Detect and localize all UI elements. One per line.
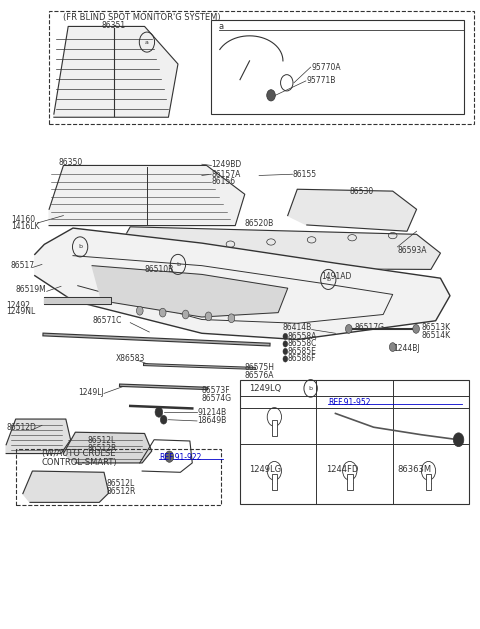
Circle shape [155,407,163,417]
Circle shape [413,325,420,333]
Text: (W/AUTO CRULSE: (W/AUTO CRULSE [42,449,116,458]
Text: 86512D: 86512D [6,423,36,431]
Text: 1244BJ: 1244BJ [393,345,420,353]
Text: 86586F: 86586F [288,355,316,364]
Text: 86512R: 86512R [87,444,117,453]
Polygon shape [49,165,245,226]
Text: 1416LK: 1416LK [11,222,39,231]
Text: 14160: 14160 [11,215,35,224]
Text: REF.91-952: REF.91-952 [328,398,371,407]
Polygon shape [116,227,441,269]
Text: 1249LQ: 1249LQ [250,384,282,393]
Text: 86156: 86156 [211,177,236,186]
Text: 91214B: 91214B [197,408,226,416]
Text: a: a [145,40,149,45]
Text: 18649B: 18649B [197,416,226,425]
Text: REF.91-922: REF.91-922 [159,453,201,462]
Text: b: b [309,386,312,391]
FancyBboxPatch shape [272,474,277,489]
Text: 86517: 86517 [11,261,35,270]
Text: 86530: 86530 [350,187,374,196]
FancyBboxPatch shape [426,474,431,489]
Text: 86517G: 86517G [355,323,384,332]
Text: 86593A: 86593A [397,246,427,255]
Circle shape [283,333,288,340]
Text: 86514K: 86514K [421,331,450,340]
Text: 86576A: 86576A [245,370,274,380]
Text: 86414B: 86414B [283,323,312,332]
Text: 86155: 86155 [292,170,317,179]
Circle shape [159,308,166,317]
Text: b: b [326,277,330,282]
Text: b: b [78,245,82,249]
Polygon shape [35,228,450,340]
FancyBboxPatch shape [272,420,277,436]
Text: 86520B: 86520B [245,219,274,228]
Text: 86574G: 86574G [202,394,232,403]
Text: 86571C: 86571C [92,316,121,325]
Polygon shape [23,471,109,503]
Polygon shape [63,432,152,463]
Text: 1249LG: 1249LG [250,465,282,474]
Text: 86512L: 86512L [107,479,134,488]
Circle shape [346,325,352,333]
Text: 86510B: 86510B [144,265,174,274]
Text: 86512L: 86512L [87,437,116,445]
Text: 86513K: 86513K [421,323,450,332]
Text: CONTROL-SMART): CONTROL-SMART) [42,458,118,467]
Text: 86519M: 86519M [16,285,47,294]
Circle shape [267,90,276,101]
Text: 95770A: 95770A [312,63,341,72]
Circle shape [205,312,212,321]
Text: (FR BLIND SPOT MONITOR'G SYSTEM): (FR BLIND SPOT MONITOR'G SYSTEM) [63,13,221,21]
Polygon shape [54,26,178,117]
Text: 86363M: 86363M [397,465,432,474]
FancyBboxPatch shape [347,474,352,489]
Circle shape [136,306,143,315]
Text: 1491AD: 1491AD [321,272,351,281]
Circle shape [389,343,396,352]
Text: 86157A: 86157A [211,170,241,179]
Circle shape [283,356,288,362]
Circle shape [165,451,174,462]
Text: 86558A: 86558A [288,332,317,341]
Polygon shape [92,265,288,317]
Circle shape [182,310,189,319]
Polygon shape [6,419,71,454]
Text: 86558C: 86558C [288,340,317,348]
Text: 86573F: 86573F [202,386,230,396]
Text: 12492: 12492 [6,301,30,309]
Text: 1249BD: 1249BD [211,160,241,169]
Polygon shape [44,297,111,304]
Circle shape [160,415,167,424]
Text: 86585E: 86585E [288,347,317,356]
Text: b: b [176,262,180,267]
Text: 95771B: 95771B [307,76,336,86]
Text: 1249NL: 1249NL [6,308,36,316]
Text: 86351: 86351 [102,21,126,30]
Circle shape [283,341,288,347]
Text: X86583: X86583 [116,354,145,363]
Circle shape [228,314,235,323]
Circle shape [283,348,288,355]
Circle shape [453,433,464,447]
Polygon shape [288,189,417,231]
Text: 86512R: 86512R [107,487,136,496]
Text: 1249LJ: 1249LJ [78,387,104,397]
Text: 86575H: 86575H [245,363,275,372]
Text: 1244FD: 1244FD [326,465,358,474]
Text: 86350: 86350 [59,159,83,167]
Text: a: a [218,22,224,31]
